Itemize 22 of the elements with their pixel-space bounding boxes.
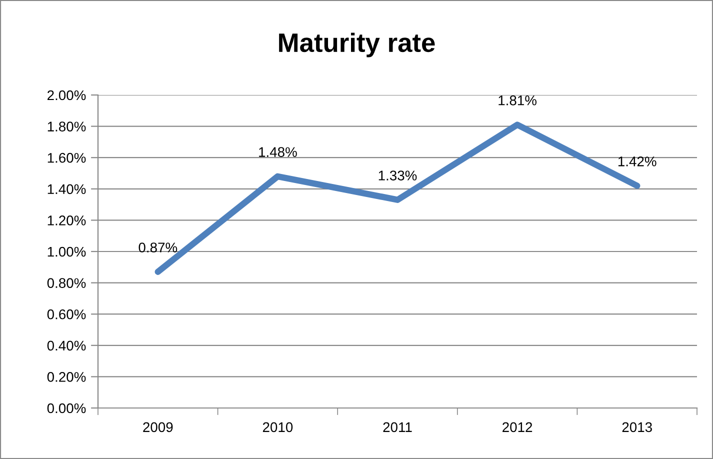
y-tick-label: 1.20% — [48, 216, 86, 226]
chart-title: Maturity rate — [279, 32, 435, 58]
data-label: 1.81% — [498, 95, 536, 106]
x-tick-label: 2009 — [143, 422, 173, 432]
data-label: 1.42% — [618, 156, 656, 166]
y-tick-label: 2.00% — [48, 90, 86, 100]
x-tick-label: 2010 — [262, 422, 293, 432]
data-label: 1.48% — [259, 147, 297, 157]
y-tick-label: 0.40% — [47, 340, 86, 351]
x-tick-label: 2011 — [383, 422, 412, 432]
y-tick-label: 1.00% — [48, 246, 86, 257]
y-tick-label: 0.80% — [47, 278, 86, 288]
data-label: 1.33% — [378, 170, 417, 180]
x-tick-label: 2013 — [622, 422, 652, 432]
y-tick-label: 1.80% — [48, 122, 86, 132]
data-label: 0.87% — [138, 242, 178, 252]
y-tick-label: 0.60% — [47, 309, 86, 320]
y-tick-label: 0.00% — [47, 403, 86, 414]
y-tick-label: 1.40% — [48, 184, 86, 194]
y-tick-label: 1.60% — [48, 152, 86, 163]
y-tick-label: 0.20% — [47, 372, 86, 382]
x-tick-label: 2012 — [502, 422, 532, 432]
